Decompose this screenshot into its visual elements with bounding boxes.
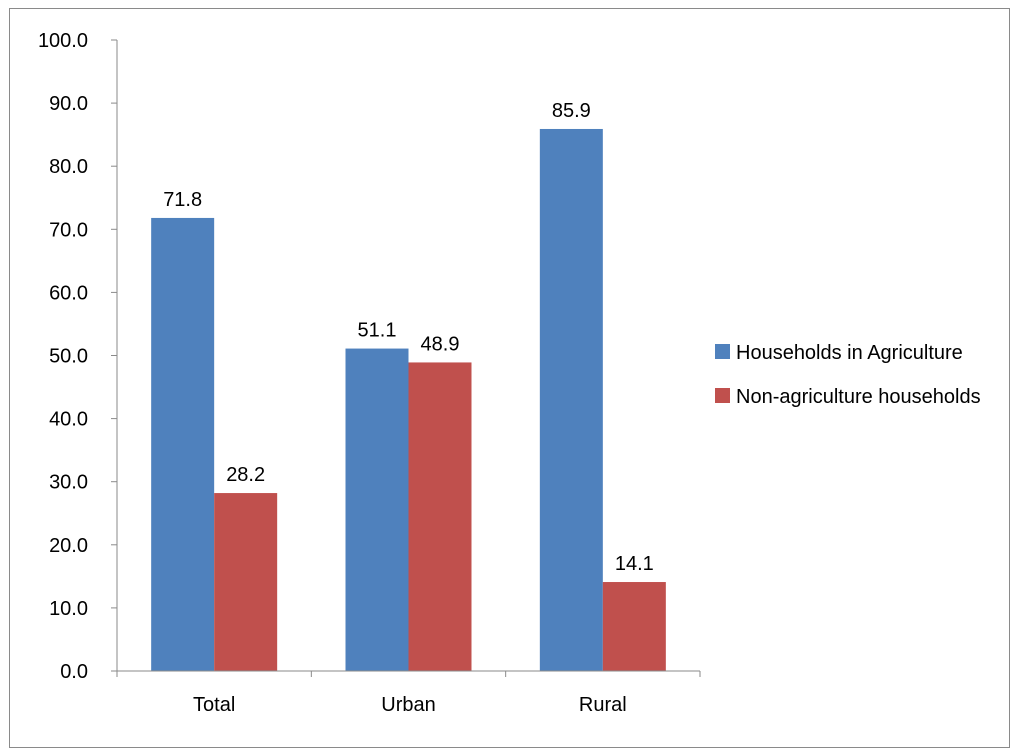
bar-chart: 0.0 10.0 20.0 30.0 40.0 50.0 60.0 70.0 80.0 90.0 1… <box>38 30 981 716</box>
bar-agriculture-total <box>151 217 215 671</box>
x-tick-label: Rural <box>579 694 627 716</box>
bars <box>151 128 666 671</box>
legend-label: Non-agriculture households <box>736 386 981 408</box>
y-tick-label: 10.0 <box>49 598 88 620</box>
bar-non-agriculture-urban <box>408 362 472 671</box>
data-label: 14.1 <box>615 553 654 575</box>
y-tick-label: 90.0 <box>49 93 88 115</box>
data-label: 51.1 <box>358 320 397 342</box>
legend-swatch <box>715 344 730 359</box>
legend: Households in Agriculture Non-agriculture… <box>715 342 981 408</box>
bar-non-agriculture-total <box>214 493 278 671</box>
data-label: 48.9 <box>421 333 460 355</box>
bar-agriculture-rural <box>539 128 603 671</box>
data-label: 71.8 <box>163 189 202 211</box>
legend-swatch <box>715 388 730 403</box>
y-tick-label: 60.0 <box>49 282 88 304</box>
y-tick-label: 70.0 <box>49 219 88 241</box>
data-label: 28.2 <box>226 464 265 486</box>
bar-non-agriculture-rural <box>602 582 666 671</box>
legend-label: Households in Agriculture <box>736 342 963 364</box>
y-tick-label: 40.0 <box>49 409 88 431</box>
data-labels: 71.8 28.2 51.1 48.9 85.9 14.1 <box>163 100 654 575</box>
bar-agriculture-urban <box>345 348 409 671</box>
y-tick-label: 0.0 <box>60 661 88 683</box>
y-tick-label: 50.0 <box>49 346 88 368</box>
y-axis: 0.0 10.0 20.0 30.0 40.0 50.0 60.0 70.0 80.0 90.0 1… <box>38 30 118 683</box>
y-tick-label: 80.0 <box>49 156 88 178</box>
x-tick-label: Urban <box>381 694 435 716</box>
y-tick-label: 30.0 <box>49 472 88 494</box>
x-tick-label: Total <box>193 694 235 716</box>
y-tick-label: 100.0 <box>38 30 88 52</box>
data-label: 85.9 <box>552 100 591 122</box>
x-axis: Total Urban Rural <box>116 670 701 716</box>
y-tick-label: 20.0 <box>49 535 88 557</box>
